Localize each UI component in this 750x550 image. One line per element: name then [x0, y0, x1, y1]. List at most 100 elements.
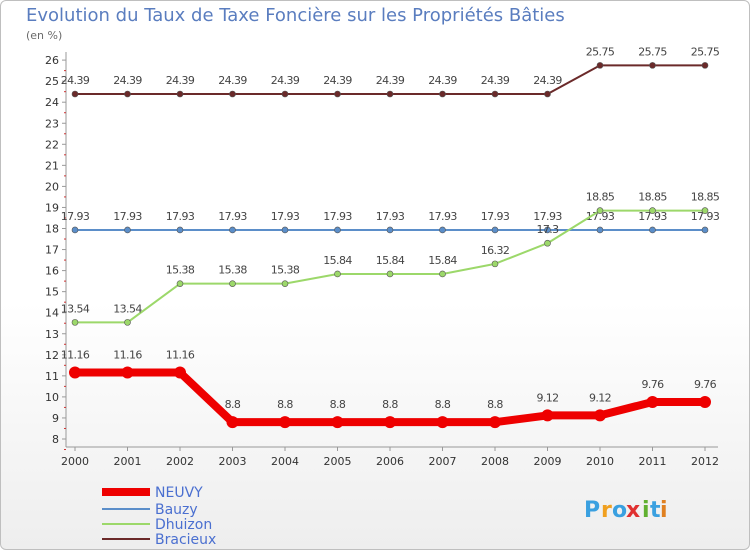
- data-point-bauzy: [544, 226, 551, 234]
- data-point-bracieux: [596, 62, 604, 69]
- y-tick-label: 26: [45, 54, 59, 67]
- data-label-neuvy: 8.8: [487, 398, 503, 411]
- y-tick-label: 25: [45, 75, 59, 88]
- x-tick-label: 2003: [219, 455, 247, 468]
- data-label-neuvy: 9.12: [536, 391, 558, 404]
- data-point-neuvy: [331, 416, 344, 429]
- legend-label-bauzy: Bauzy: [155, 502, 198, 518]
- y-tick-label: 24: [45, 96, 59, 109]
- data-point-dhuizon: [386, 270, 394, 278]
- data-label-bracieux: 24.39: [533, 74, 562, 87]
- y-tick-label: 12: [45, 349, 59, 362]
- data-label-neuvy: 9.76: [694, 378, 717, 391]
- y-tick-label: 10: [45, 391, 59, 404]
- data-point-bracieux: [176, 90, 184, 98]
- data-label-bracieux: 24.39: [166, 74, 195, 87]
- y-tick-label: 23: [45, 117, 59, 130]
- data-point-neuvy: [646, 395, 659, 408]
- data-label-dhuizon: 15.38: [218, 264, 247, 277]
- data-label-dhuizon: 15.38: [166, 264, 195, 277]
- data-label-bauzy: 17.93: [481, 210, 510, 223]
- data-label-dhuizon: 18.85: [586, 191, 615, 204]
- data-point-bauzy: [439, 226, 446, 234]
- data-label-bauzy: 17.93: [428, 210, 457, 223]
- data-label-bracieux: 24.39: [428, 74, 457, 87]
- x-tick-label: 2011: [639, 455, 667, 468]
- y-tick-label: 19: [45, 201, 59, 214]
- y-tick-label: 13: [45, 328, 59, 341]
- data-point-bauzy: [701, 226, 709, 234]
- data-point-neuvy: [384, 416, 396, 429]
- data-label-dhuizon: 15.38: [271, 264, 300, 277]
- data-point-bracieux: [334, 90, 341, 98]
- data-point-bracieux: [701, 62, 709, 69]
- data-label-bauzy: 17.93: [376, 210, 405, 223]
- x-tick-label: 2009: [534, 455, 562, 468]
- data-point-dhuizon: [544, 239, 551, 247]
- data-label-bracieux: 24.39: [271, 74, 300, 87]
- data-point-dhuizon: [439, 270, 446, 278]
- data-point-neuvy: [699, 395, 711, 408]
- data-point-dhuizon: [649, 207, 656, 214]
- logo-letter: i: [660, 498, 668, 523]
- data-label-bauzy: 17.93: [271, 210, 300, 223]
- data-point-dhuizon: [71, 319, 79, 326]
- data-label-dhuizon: 17.3: [536, 223, 559, 236]
- data-point-neuvy: [226, 416, 239, 429]
- data-point-bracieux: [491, 90, 499, 98]
- y-tick-label: 9: [52, 412, 59, 425]
- y-tick-label: 22: [45, 138, 59, 151]
- data-label-bracieux: 24.39: [61, 74, 90, 87]
- legend-label-dhuizon: Dhuizon: [155, 517, 212, 533]
- x-tick-label: 2007: [429, 455, 457, 468]
- data-point-neuvy: [174, 366, 186, 379]
- x-tick-label: 2002: [166, 455, 194, 468]
- data-label-bracieux: 24.39: [481, 74, 510, 87]
- data-point-dhuizon: [229, 280, 236, 287]
- x-tick-label: 2006: [376, 455, 404, 468]
- data-label-neuvy: 9.76: [641, 378, 664, 391]
- chart-subtitle: (en %): [26, 29, 63, 42]
- data-label-dhuizon: 13.54: [113, 302, 142, 315]
- data-label-neuvy: 8.8: [225, 398, 241, 411]
- data-label-bauzy: 17.93: [533, 210, 562, 223]
- data-label-bauzy: 17.93: [586, 210, 615, 223]
- data-point-bauzy: [386, 226, 394, 234]
- y-tick-label: 17: [45, 244, 59, 257]
- data-label-bracieux: 24.39: [113, 74, 142, 87]
- data-label-bracieux: 24.39: [323, 74, 352, 87]
- data-label-neuvy: 8.8: [330, 398, 346, 411]
- data-point-dhuizon: [176, 280, 184, 287]
- y-tick-label: 14: [45, 307, 59, 320]
- data-label-neuvy: 8.8: [435, 398, 451, 411]
- data-point-dhuizon: [491, 260, 499, 268]
- y-tick-label: 16: [45, 265, 59, 278]
- x-tick-label: 2012: [691, 455, 719, 468]
- data-point-bracieux: [124, 90, 131, 98]
- data-point-bauzy: [596, 226, 604, 234]
- legend-label-neuvy: NEUVY: [155, 485, 203, 501]
- data-point-neuvy: [541, 409, 554, 422]
- chart-title: Evolution du Taux de Taxe Foncière sur l…: [26, 5, 565, 26]
- logo-letter: i: [642, 498, 650, 523]
- data-point-bracieux: [386, 90, 394, 98]
- data-point-bracieux: [439, 90, 446, 98]
- data-label-bauzy: 17.93: [61, 210, 90, 223]
- data-point-bauzy: [71, 226, 79, 234]
- data-point-bauzy: [229, 226, 236, 234]
- data-label-dhuizon: 18.85: [638, 191, 667, 204]
- data-label-neuvy: 11.16: [113, 348, 142, 361]
- x-tick-label: 2008: [481, 455, 509, 468]
- logo-letter: P: [584, 498, 600, 523]
- data-label-dhuizon: 15.84: [428, 254, 457, 267]
- data-label-bracieux: 24.39: [218, 74, 247, 87]
- y-tick-label: 18: [45, 223, 59, 236]
- data-label-dhuizon: 13.54: [61, 302, 90, 315]
- x-tick-label: 2004: [271, 455, 299, 468]
- data-point-neuvy: [279, 416, 291, 429]
- data-label-bauzy: 17.93: [113, 210, 142, 223]
- data-label-bauzy: 17.93: [691, 210, 720, 223]
- legend-label-bracieux: Bracieux: [155, 532, 216, 548]
